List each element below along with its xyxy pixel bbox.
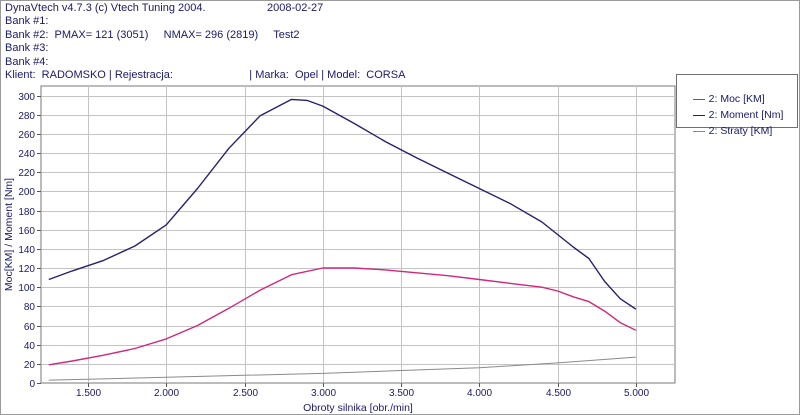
x-tick-label-6: 4.500 [546, 388, 571, 399]
y-tick-label-6: 120 [18, 264, 35, 275]
y-tick-label-2: 40 [24, 341, 36, 352]
series-line-0 [48, 267, 637, 366]
legend-swatch-moment [692, 114, 705, 116]
report-header: DynaVtech v4.7.3 (c) Vtech Tuning 2004. … [5, 2, 405, 82]
x-tick-label-5: 4.000 [467, 388, 492, 399]
legend-item-moment: 2: Moment [Nm] [681, 94, 783, 121]
bank-4-line: Bank #4: [5, 55, 49, 68]
y-tick-label-3: 60 [24, 322, 36, 333]
legend-label-moc: 2: Moc [KM] [708, 93, 765, 105]
x-axis-label: Obroty silnika [obr./min] [303, 402, 413, 414]
software-version: DynaVtech v4.7.3 (c) Vtech Tuning 2004. [5, 2, 206, 14]
x-tick-label-1: 2.000 [154, 388, 179, 399]
legend-item-straty: 2: Straty [KM] [681, 110, 772, 137]
bank-2-line: Bank #2: PMAX= 121 (3051) NMAX= 296 (281… [5, 28, 300, 41]
bank-3-line: Bank #3: [5, 42, 49, 55]
legend-item-moc: 2: Moc [KM] [681, 78, 765, 105]
chart-legend: 2: Moc [KM] 2: Moment [Nm] 2: Straty [KM… [676, 74, 798, 137]
bank-1-line: Bank #1: [5, 15, 49, 28]
x-tick-label-3: 3.000 [311, 388, 336, 399]
y-axis-label: Moc[KM] / Moment [Nm] [3, 178, 15, 291]
y-tick-label-0: 0 [29, 379, 35, 390]
y-tick-label-9: 180 [18, 207, 35, 218]
y-tick-label-1: 20 [24, 360, 36, 371]
plot-area [40, 85, 676, 384]
y-tick-label-8: 160 [18, 226, 35, 237]
x-tick-label-7: 5.000 [624, 388, 649, 399]
y-tick-label-4: 80 [24, 302, 36, 313]
legend-swatch-moc [692, 98, 705, 100]
y-tick-label-14: 280 [18, 111, 35, 122]
x-tick-label-0: 1.500 [76, 388, 101, 399]
series-line-2 [48, 356, 636, 381]
legend-label-straty: 2: Straty [KM] [708, 125, 773, 137]
y-tick-label-10: 200 [18, 187, 35, 198]
x-tick-label-2: 2.500 [233, 388, 258, 399]
series-line-1 [48, 98, 637, 310]
y-tick-label-15: 300 [18, 92, 35, 103]
y-tick-label-12: 240 [18, 149, 35, 160]
client-line: Klient: RADOMSKO | Rejestracja: | Marka:… [5, 68, 406, 81]
legend-label-moment: 2: Moment [Nm] [708, 109, 784, 121]
y-tick-label-11: 220 [18, 168, 35, 179]
legend-swatch-straty [692, 130, 705, 132]
y-tick-label-7: 140 [18, 245, 35, 256]
y-tick-label-5: 100 [18, 283, 35, 294]
x-tick-label-4: 3.500 [389, 388, 414, 399]
y-tick-label-13: 260 [18, 130, 35, 141]
report-date: 2008-02-27 [267, 2, 324, 14]
